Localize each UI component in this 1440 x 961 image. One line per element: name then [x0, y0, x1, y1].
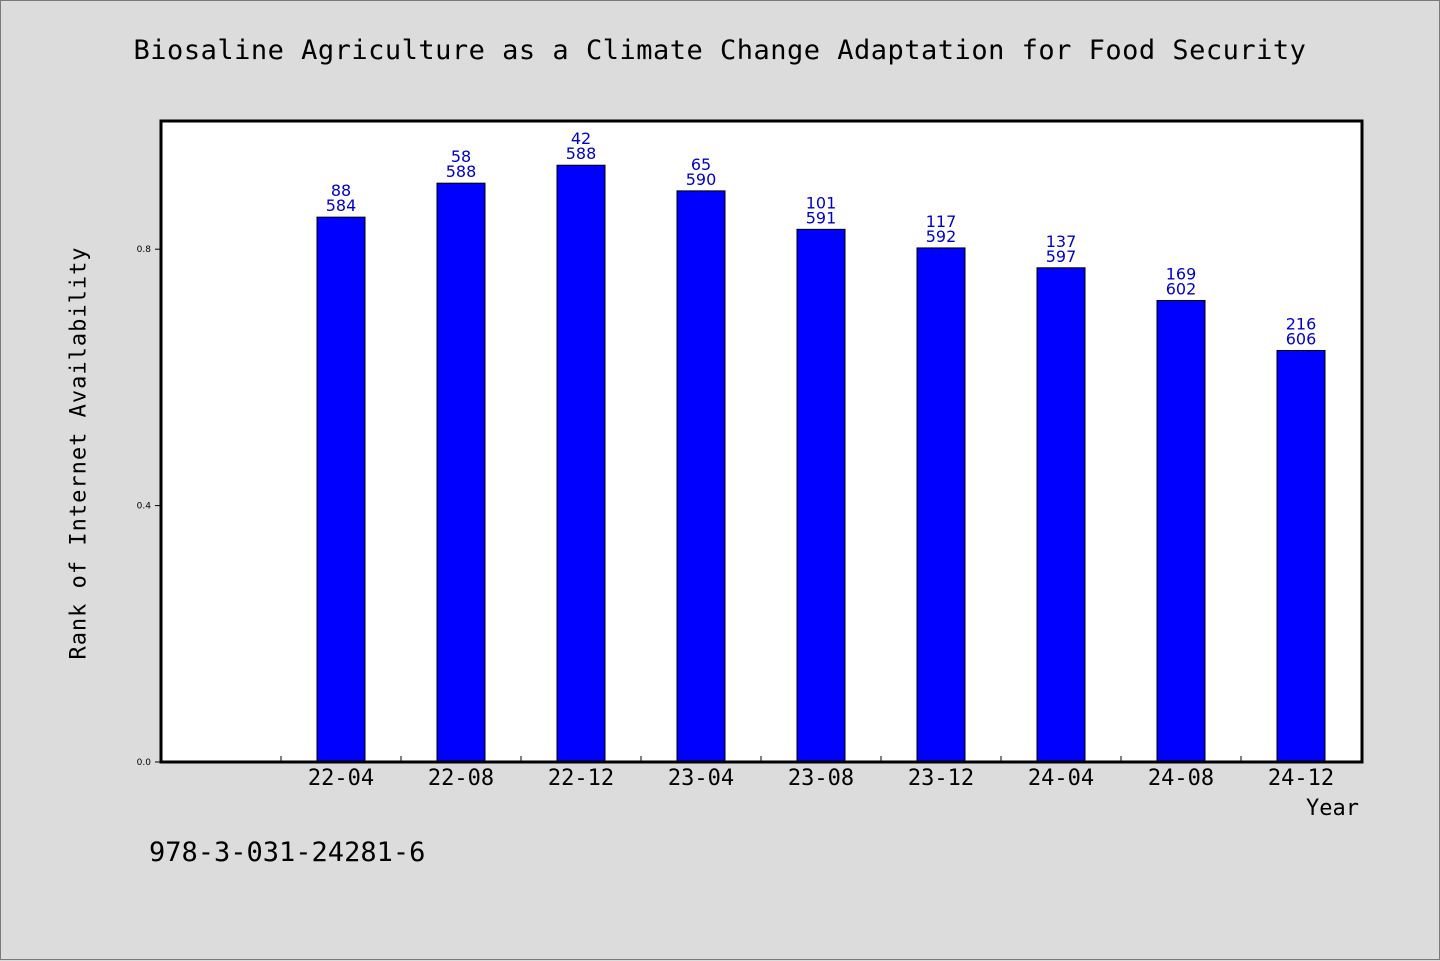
bar [1156, 299, 1206, 763]
y-tick-label: 0.0 [137, 758, 152, 768]
bar-label-bottom: 590 [686, 170, 717, 189]
bar-label-top: 101 [806, 193, 837, 212]
bar [916, 247, 966, 763]
bar-label-bottom: 591 [806, 208, 837, 227]
x-tick-label: 24-04 [1028, 766, 1094, 791]
bar [556, 164, 606, 763]
x-tick-label: 24-08 [1148, 766, 1214, 791]
bar-label-top: 137 [1046, 232, 1077, 251]
bar-label-top: 216 [1286, 314, 1317, 333]
bar-label-bottom: 588 [566, 144, 597, 163]
bar [436, 182, 486, 763]
bar-label-bottom: 606 [1286, 329, 1317, 348]
bar-label-top: 88 [331, 181, 351, 200]
bar-label-top: 42 [571, 129, 591, 148]
y-tick-label: 0.4 [137, 502, 152, 512]
bar [676, 190, 726, 763]
bar [796, 228, 846, 763]
isbn-footer: 978-3-031-24281-6 [149, 837, 426, 868]
x-tick-label: 22-04 [308, 766, 374, 791]
x-axis-label: Year [1306, 796, 1359, 821]
bar-label-top: 169 [1166, 264, 1197, 283]
bar [1036, 267, 1086, 763]
x-tick-label: 22-08 [428, 766, 494, 791]
bar-label-bottom: 584 [326, 196, 357, 215]
chart-title: Biosaline Agriculture as a Climate Chang… [133, 35, 1307, 66]
bar-label-top: 58 [451, 147, 471, 166]
x-tick-label: 23-12 [908, 766, 974, 791]
bar-label-bottom: 588 [446, 162, 477, 181]
x-tick-label: 23-04 [668, 766, 734, 791]
x-tick-label: 23-08 [788, 766, 854, 791]
bar-label-bottom: 602 [1166, 279, 1197, 298]
bar [316, 216, 366, 763]
y-axis-label: Rank of Internet Availability [66, 246, 92, 660]
plot-border [159, 119, 1364, 764]
bar-label-bottom: 597 [1046, 247, 1077, 266]
x-tick-label: 22-12 [548, 766, 614, 791]
bar-label-top: 117 [926, 212, 957, 231]
x-tick-label: 24-12 [1268, 766, 1334, 791]
bar [1276, 349, 1326, 763]
bar-label-top: 65 [691, 155, 711, 174]
y-tick-label: 0.8 [137, 245, 152, 255]
bar-label-bottom: 592 [926, 227, 957, 246]
